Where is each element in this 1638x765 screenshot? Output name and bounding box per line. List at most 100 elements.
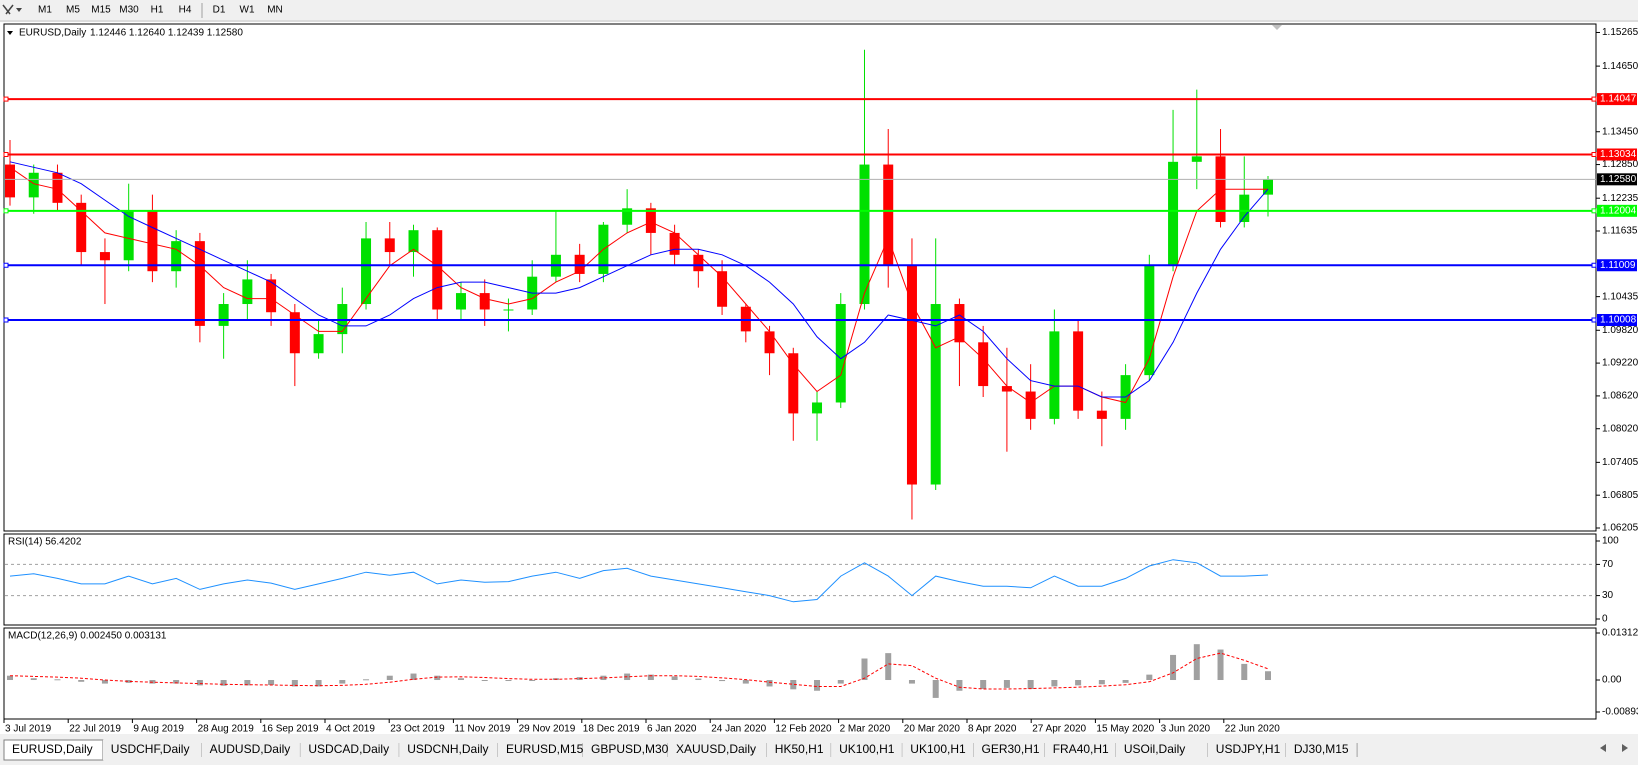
macd-bar: [457, 678, 464, 681]
candle-body: [266, 279, 277, 313]
macd-bar: [790, 680, 797, 690]
tab[interactable]: [1207, 740, 1286, 760]
price-tick-label: 1.10435: [1602, 291, 1638, 302]
macd-bar: [196, 680, 203, 686]
tab[interactable]: [902, 740, 974, 760]
macd-bar: [1075, 680, 1082, 686]
timeframe-button[interactable]: M1: [38, 5, 52, 16]
candle-body: [5, 164, 15, 198]
tab-label[interactable]: XAUUSD,Daily: [676, 742, 756, 756]
time-label: 28 Aug 2019: [198, 724, 255, 735]
candle-body: [1049, 331, 1060, 419]
tab[interactable]: [399, 740, 498, 760]
tab-label[interactable]: USOil,Daily: [1124, 742, 1185, 756]
time-label: 3 Jun 2020: [1161, 724, 1211, 735]
tab[interactable]: [1115, 740, 1208, 760]
level-label-bg: [1597, 173, 1637, 186]
time-label: 12 Feb 2020: [775, 724, 832, 735]
shift-marker: [1272, 25, 1282, 30]
tab[interactable]: [831, 740, 903, 760]
level-label: 1.12580: [1600, 174, 1637, 185]
tab-label[interactable]: EURUSD,Daily: [12, 742, 93, 756]
timeframe-button[interactable]: M5: [66, 5, 80, 16]
tab-label[interactable]: GER30,H1: [982, 742, 1040, 756]
macd-bar: [1051, 680, 1058, 687]
tab-label[interactable]: USDJPY,H1: [1216, 742, 1281, 756]
macd-bar: [742, 680, 749, 684]
candle-body: [313, 334, 324, 354]
level-handle[interactable]: [1591, 317, 1597, 323]
tab[interactable]: [300, 740, 400, 760]
rsi-tick-label: 100: [1602, 536, 1619, 547]
level-label-bg: [1597, 204, 1637, 217]
level-handle[interactable]: [3, 96, 9, 102]
level-handle[interactable]: [1591, 208, 1597, 214]
timeframe-button[interactable]: M30: [119, 5, 139, 16]
macd-bar: [1170, 654, 1177, 681]
tab-label[interactable]: USDCHF,Daily: [111, 742, 190, 756]
time-label: 23 Oct 2019: [390, 724, 445, 735]
candle-body: [1025, 391, 1036, 419]
level-handle[interactable]: [3, 317, 9, 323]
dropdown-arrow[interactable]: [16, 8, 22, 12]
tab[interactable]: [498, 740, 583, 760]
macd-bar: [363, 679, 370, 681]
price-tick-label: 1.15265: [1602, 27, 1638, 38]
tab-label[interactable]: EURUSD,M15: [506, 742, 584, 756]
timeframe-button[interactable]: D1: [213, 5, 226, 16]
timeframe-button[interactable]: W1: [240, 5, 255, 16]
level-label-bg: [1597, 93, 1637, 106]
tab-label[interactable]: USDCAD,Daily: [308, 742, 389, 756]
candle-body: [859, 164, 870, 305]
price-tick-label: 1.08020: [1602, 423, 1638, 434]
tab[interactable]: [973, 740, 1045, 760]
timeframe-button[interactable]: H4: [179, 5, 192, 16]
tab-label[interactable]: UK100,H1: [839, 742, 895, 756]
level-handle[interactable]: [1591, 151, 1597, 157]
tab[interactable]: [766, 740, 832, 760]
rsi-label: RSI(14) 56.4202: [8, 537, 82, 548]
tab[interactable]: [668, 740, 767, 760]
tab-label[interactable]: USDCNH,Daily: [407, 742, 488, 756]
candle-body: [28, 172, 39, 198]
tab-label[interactable]: HK50,H1: [775, 742, 824, 756]
macd-bar: [54, 679, 61, 681]
level-handle[interactable]: [1591, 262, 1597, 268]
level-handle[interactable]: [1591, 96, 1597, 102]
tab[interactable]: [1044, 740, 1116, 760]
timeframe-button[interactable]: MN: [267, 5, 283, 16]
chart-window: [0, 22, 1638, 734]
macd-bar: [7, 675, 13, 681]
macd-bar: [647, 674, 654, 681]
tab-label[interactable]: FRA40,H1: [1053, 742, 1109, 756]
tab-label[interactable]: UK100,H1: [910, 742, 966, 756]
crosshair-icon[interactable]: [2, 4, 14, 15]
candle-body: [218, 304, 229, 326]
collapse-arrow[interactable]: [7, 31, 13, 35]
macd-bar: [908, 680, 915, 684]
price-tick-label: 1.09220: [1602, 358, 1638, 369]
candle-body: [503, 309, 514, 311]
time-label: 11 Nov 2019: [454, 724, 510, 735]
tab-label[interactable]: AUDUSD,Daily: [210, 742, 291, 756]
level-handle[interactable]: [3, 208, 9, 214]
timeframe-button[interactable]: H1: [151, 5, 164, 16]
candle-body: [622, 208, 633, 225]
level-handle[interactable]: [3, 262, 9, 268]
tab-label[interactable]: GBPUSD,M30: [591, 742, 669, 756]
tab-label[interactable]: DJ30,M15: [1294, 742, 1349, 756]
macd-bar: [291, 680, 298, 687]
candle-body: [669, 232, 680, 255]
macd-bar: [529, 680, 536, 682]
macd-bar: [101, 680, 108, 684]
tab[interactable]: [102, 740, 202, 760]
level-handle[interactable]: [3, 151, 9, 157]
tab[interactable]: [583, 740, 668, 760]
timeframe-button[interactable]: M15: [91, 5, 111, 16]
tab[interactable]: [1285, 740, 1358, 760]
macd-bar: [481, 680, 488, 682]
tab[interactable]: [201, 740, 301, 760]
candle-body: [788, 353, 799, 414]
tab-scroll[interactable]: [1600, 744, 1628, 752]
